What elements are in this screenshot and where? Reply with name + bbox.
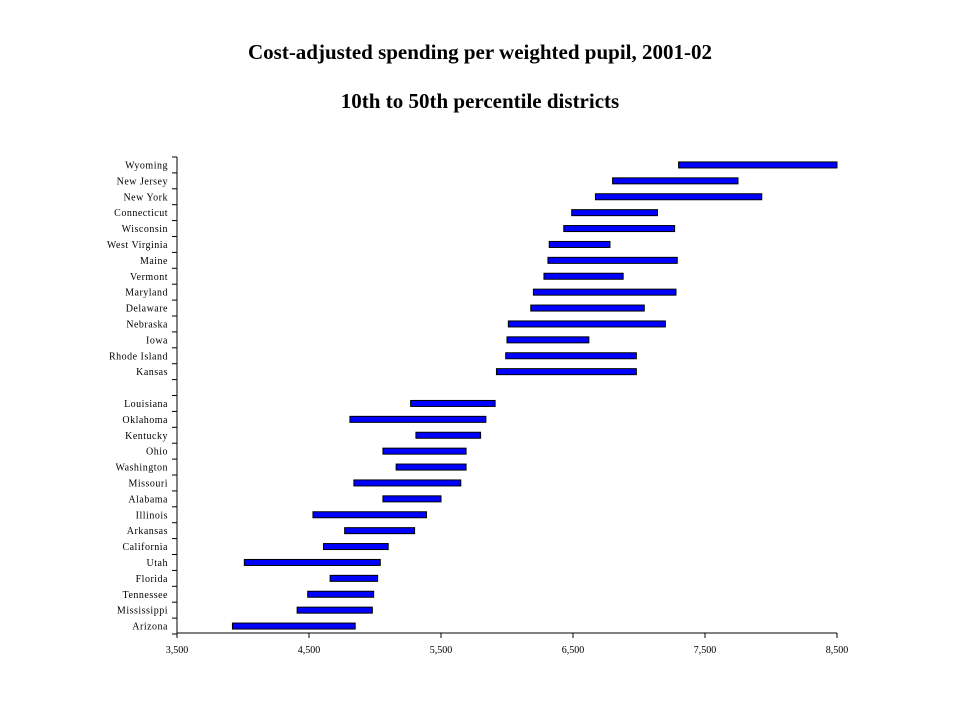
y-tick-label: Delaware (126, 304, 168, 315)
y-tick-label: Oklahoma (122, 415, 168, 426)
y-tick-label: Louisiana (124, 399, 168, 410)
y-tick-label: New York (123, 192, 168, 203)
y-tick-label: Utah (147, 558, 168, 569)
range-bar (312, 511, 427, 519)
range-bar (231, 622, 356, 630)
range-bar (532, 288, 677, 296)
y-tick-label: Tennessee (123, 590, 169, 601)
range-bar (543, 272, 624, 280)
y-tick-label: Kansas (136, 367, 168, 378)
range-bar (329, 574, 379, 582)
range-bar (353, 479, 462, 487)
y-tick-label: Missouri (128, 478, 168, 489)
x-tick-label: 8,500 (826, 645, 849, 656)
y-tick-label: West Virginia (107, 240, 168, 251)
y-tick-label: Mississippi (117, 606, 168, 617)
range-bar (506, 336, 590, 344)
range-bar (571, 209, 658, 217)
range-bar (547, 256, 678, 264)
y-tick-label: Arkansas (127, 526, 168, 537)
range-bar (307, 590, 375, 598)
range-bar (594, 193, 763, 201)
range-bar (548, 240, 611, 248)
range-bar (349, 415, 487, 423)
range-bar (296, 606, 373, 614)
y-tick-label: Maine (140, 256, 168, 267)
range-bar (530, 304, 645, 312)
chart-title: Cost-adjusted spending per weighted pupi… (247, 40, 713, 64)
y-tick-label: Wisconsin (122, 224, 168, 235)
y-tick-label: Iowa (146, 335, 168, 346)
y-tick-label: Rhode Island (109, 351, 168, 362)
y-tick-label: Illinois (136, 510, 168, 521)
y-tick-label: Wyoming (125, 160, 168, 171)
y-tick-label: Nebraska (126, 319, 168, 330)
range-bar (344, 527, 416, 535)
y-tick-label: New Jersey (117, 176, 168, 187)
y-tick-label: Ohio (146, 447, 168, 458)
y-tick-label: Florida (136, 574, 168, 585)
x-tick-label: 3,500 (166, 645, 189, 656)
range-bar (382, 447, 467, 455)
range-bar (505, 352, 637, 360)
range-bar (495, 368, 637, 376)
y-tick-label: Vermont (130, 272, 168, 283)
y-tick-label: Connecticut (114, 208, 168, 219)
range-bar (678, 161, 838, 169)
x-tick-label: 4,500 (298, 645, 321, 656)
x-tick-label: 6,500 (562, 645, 585, 656)
range-bar (323, 543, 389, 551)
y-tick-label: Alabama (128, 494, 168, 505)
x-tick-label: 5,500 (430, 645, 453, 656)
y-tick-label: Arizona (132, 622, 168, 633)
x-tick-label: 7,500 (694, 645, 717, 656)
chart-subtitle: 10th to 50th percentile districts (340, 89, 620, 113)
range-bar (382, 495, 442, 503)
range-bar (410, 399, 496, 407)
range-bar (243, 558, 381, 566)
y-tick-label: Maryland (125, 288, 168, 299)
range-bar (395, 463, 467, 471)
range-bar (415, 431, 482, 439)
range-bar (612, 177, 739, 185)
y-tick-label: California (122, 542, 168, 553)
y-tick-label: Washington (115, 463, 168, 474)
y-tick-label: Kentucky (125, 431, 168, 442)
range-bar (507, 320, 666, 328)
range-bar (563, 225, 676, 233)
